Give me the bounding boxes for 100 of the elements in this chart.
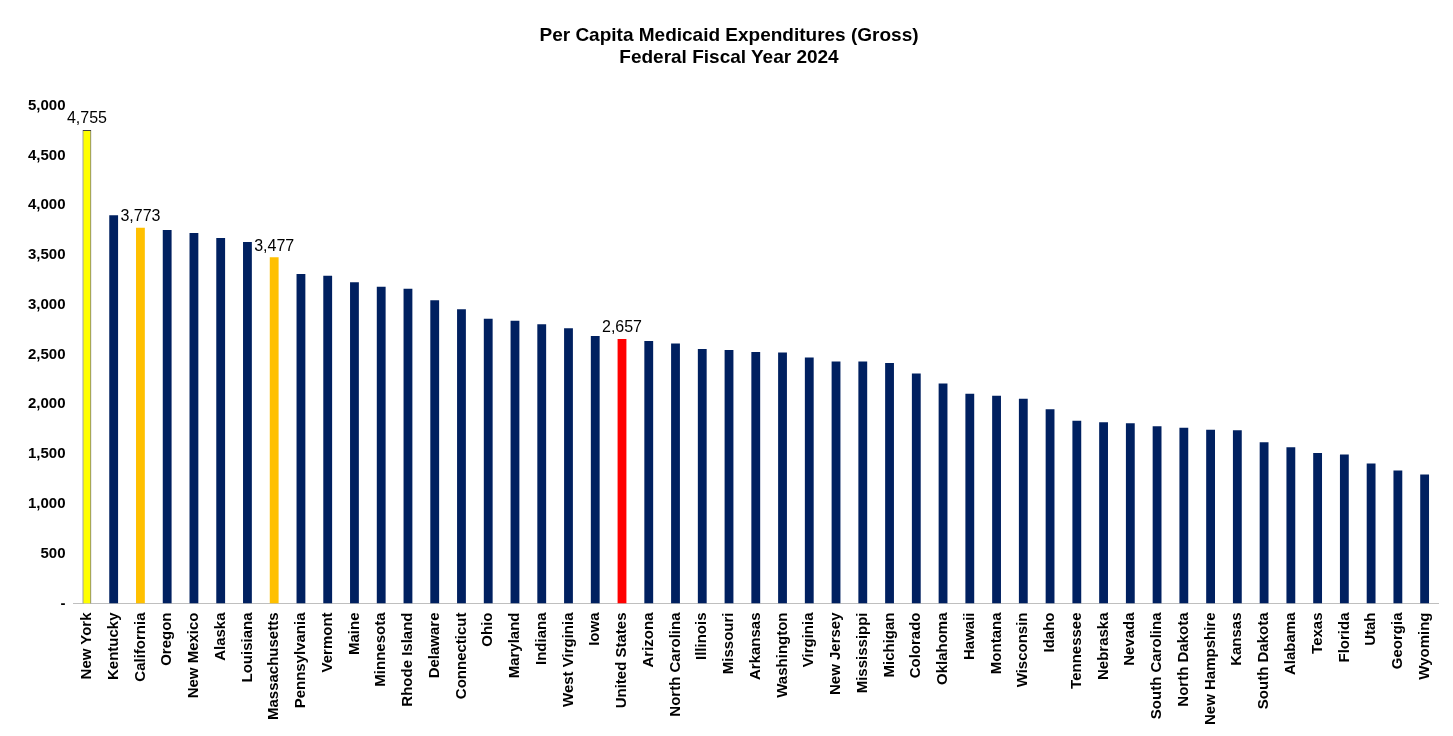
x-tick-label: United States xyxy=(612,612,630,709)
bar xyxy=(1393,470,1403,604)
x-tick-label: Michigan xyxy=(879,612,897,678)
x-tick-label: Wisconsin xyxy=(1013,612,1031,688)
bar xyxy=(1366,463,1376,604)
x-tick-label: Idaho xyxy=(1040,612,1058,653)
x-tick-label: Wyoming xyxy=(1414,612,1432,680)
bar xyxy=(858,361,868,604)
y-tick-label: 4,000 xyxy=(27,195,66,213)
y-tick-label: 2,500 xyxy=(27,344,66,362)
bar xyxy=(430,300,440,604)
x-tick-label: Minnesota xyxy=(371,611,389,687)
x-tick-label: California xyxy=(130,611,148,682)
y-tick-label: 3,500 xyxy=(27,245,66,263)
x-tick-label: Nevada xyxy=(1120,611,1138,666)
x-tick-label: Indiana xyxy=(531,611,549,665)
bar xyxy=(911,373,921,604)
x-tick-label: New Jersey xyxy=(826,611,844,696)
data-label: 4,755 xyxy=(66,109,108,127)
bar xyxy=(1152,426,1162,604)
x-tick-label: Nebraska xyxy=(1093,611,1111,681)
x-tick-label: Utah xyxy=(1361,612,1379,646)
bar xyxy=(1125,423,1135,604)
bar xyxy=(617,338,627,604)
x-tick-label: Arkansas xyxy=(745,612,763,681)
x-tick-label: New Hampshire xyxy=(1200,612,1218,726)
bar xyxy=(992,395,1001,604)
x-tick-label: Kansas xyxy=(1227,612,1245,666)
bar xyxy=(938,383,948,604)
x-tick-label: Oregon xyxy=(157,612,175,666)
bar xyxy=(1232,430,1242,604)
bar xyxy=(1018,398,1028,604)
x-tick-label: Tennessee xyxy=(1066,612,1084,689)
bar xyxy=(644,341,654,604)
bar xyxy=(831,361,841,604)
y-tick-label: 1,500 xyxy=(27,444,66,462)
x-tick-label: Georgia xyxy=(1388,611,1406,670)
bar xyxy=(724,350,734,604)
bar xyxy=(1179,427,1189,604)
x-tick-label: Rhode Island xyxy=(398,612,416,707)
data-label: 3,477 xyxy=(254,236,295,254)
y-tick-label: 2,000 xyxy=(27,394,66,412)
x-tick-label: New Mexico xyxy=(184,612,202,699)
x-tick-label: Vermont xyxy=(317,612,335,673)
x-tick-label: Ohio xyxy=(478,612,496,647)
x-tick-label: Alabama xyxy=(1280,611,1298,675)
x-tick-label: South Dakota xyxy=(1254,611,1272,710)
x-tick-label: Alaska xyxy=(210,611,228,661)
x-tick-label: Missouri xyxy=(719,612,737,675)
y-tick-label: 3,000 xyxy=(27,294,66,312)
bar xyxy=(1286,447,1296,604)
x-tick-label: North Carolina xyxy=(665,611,683,717)
bar xyxy=(243,242,252,604)
x-tick-label: Illinois xyxy=(692,612,710,660)
bar xyxy=(1206,429,1215,604)
x-tick-label: Virginia xyxy=(799,611,817,668)
bar xyxy=(136,227,145,604)
x-tick-label: Delaware xyxy=(424,612,442,679)
bar xyxy=(671,343,680,604)
bar xyxy=(162,230,172,604)
bar xyxy=(1313,453,1323,604)
bar xyxy=(457,309,466,604)
bar xyxy=(323,275,333,604)
bar xyxy=(778,352,787,604)
bar xyxy=(1420,474,1430,604)
x-tick-label: West Virginia xyxy=(558,611,576,707)
bar xyxy=(564,328,573,604)
x-tick-label: Mississippi xyxy=(852,612,870,694)
x-tick-label: North Dakota xyxy=(1173,611,1191,707)
bar xyxy=(403,288,413,604)
bar xyxy=(1259,442,1269,604)
bar xyxy=(590,336,600,604)
bar xyxy=(510,320,520,604)
bar xyxy=(804,357,814,604)
x-tick-label: Arizona xyxy=(638,611,656,668)
bar xyxy=(1339,454,1349,604)
x-tick-label: Texas xyxy=(1307,612,1325,654)
x-tick-label: Connecticut xyxy=(451,612,469,700)
x-tick-label: Pennsylvania xyxy=(291,611,309,709)
y-tick-label: 5,000 xyxy=(27,95,66,113)
data-label: 2,657 xyxy=(601,318,643,336)
x-tick-label: Kentucky xyxy=(103,611,121,680)
bar xyxy=(1099,422,1108,604)
bar xyxy=(1072,420,1082,604)
x-tick-label: Florida xyxy=(1334,611,1352,663)
x-tick-label: South Carolina xyxy=(1147,611,1165,720)
y-tick-label: 1,000 xyxy=(27,494,66,512)
bar xyxy=(1045,409,1055,604)
x-tick-label: Massachusetts xyxy=(264,612,282,721)
x-tick-label: Oklahoma xyxy=(933,611,951,685)
text: Federal Fiscal Year 2024 xyxy=(619,46,839,68)
x-tick-label: Washington xyxy=(772,612,790,698)
x-tick-label: Colorado xyxy=(906,612,924,679)
x-tick-label: New York xyxy=(77,611,95,680)
bar xyxy=(109,215,119,604)
x-tick-label: Louisiana xyxy=(237,611,255,683)
text: Per Capita Medicaid Expenditures (Gross) xyxy=(539,23,919,45)
bar xyxy=(376,286,386,604)
x-tick-label: Montana xyxy=(986,611,1004,675)
bar xyxy=(269,257,279,604)
